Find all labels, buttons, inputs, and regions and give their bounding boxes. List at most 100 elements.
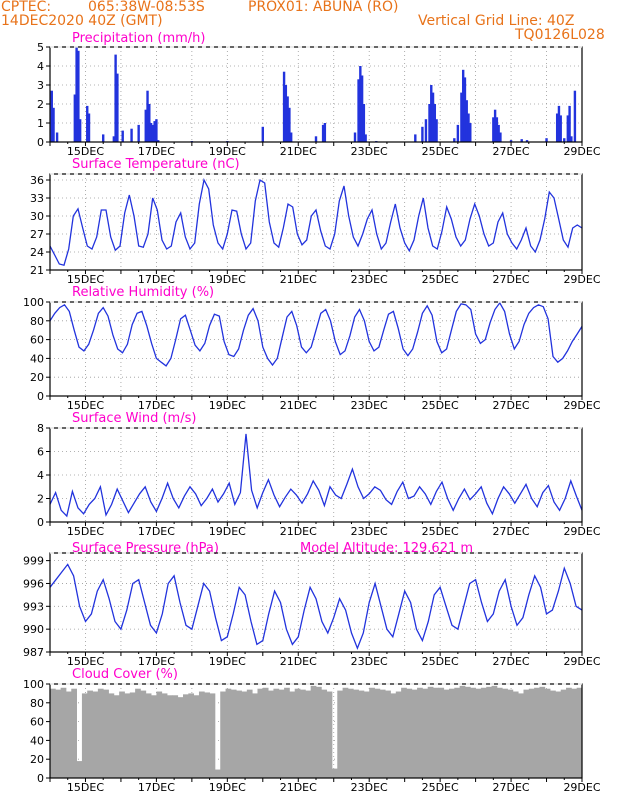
precip-bar [112, 136, 116, 142]
panel-frame [49, 46, 583, 143]
cloud-column [417, 687, 423, 778]
cloud-column [278, 689, 285, 778]
precip-bar [497, 124, 500, 142]
cloud-column [225, 688, 232, 778]
precip-bar [78, 119, 82, 142]
y-tick-label: 80 [30, 315, 44, 328]
x-tick-label: 27DEC [493, 273, 530, 286]
precip-bar [75, 47, 78, 142]
x-tick-label: 21DEC [280, 399, 317, 412]
cloud-column [566, 687, 572, 778]
cloud-column [268, 690, 274, 778]
cloud-column [172, 695, 179, 778]
cloud-column [177, 697, 184, 778]
y-tick-label: 100 [23, 296, 44, 309]
cloud-column [230, 689, 237, 778]
precip-bar [469, 123, 472, 142]
y-tick-label: 996 [23, 577, 44, 590]
cloud-column [342, 687, 349, 778]
precip-bar [282, 71, 286, 142]
panel-6: Cloud Cover (%) 0 20 40 60 80 100 15DEC 17DEC 19D… [23, 667, 601, 794]
cloud-column [214, 769, 221, 778]
y-tick-label: 24 [30, 246, 44, 259]
panel-2: Surface Temperature (nC) 21 24 27 30 33 36 15DE… [30, 157, 601, 286]
x-tick-label: 27DEC [493, 655, 530, 668]
panel-1: Precipitation (mm/h) 0 1 2 3 4 5 15DEC 17DEC 19DE… [37, 31, 601, 158]
precip-bar [55, 132, 59, 142]
precip-bar [288, 107, 291, 142]
x-tick-label: 21DEC [280, 781, 317, 794]
precip-bar [557, 105, 561, 142]
x-tick-label: 29DEC [563, 655, 600, 668]
cloud-column [353, 689, 359, 778]
panel-annotation: Model Altitude: 129.621 m [300, 541, 473, 556]
precip-bar [453, 138, 456, 142]
cloud-column [167, 695, 173, 778]
cloud-column [523, 689, 530, 778]
y-tick-label: 40 [30, 734, 44, 747]
x-tick-label: 23DEC [351, 399, 388, 412]
header-model-code: TQ0126L028 [515, 27, 605, 43]
cloud-column [65, 691, 72, 778]
x-tick-label: 21DEC [280, 145, 317, 158]
cloud-column [347, 688, 354, 778]
cloud-column [76, 761, 83, 778]
y-tick-label: 2 [37, 493, 44, 506]
x-tick-label: 17DEC [138, 145, 175, 158]
x-tick-label: 15DEC [67, 781, 104, 794]
y-tick-label: 4 [37, 469, 44, 482]
cloud-column [539, 686, 546, 778]
series-line [49, 301, 583, 367]
cloud-column [151, 695, 157, 778]
x-tick-label: 19DEC [209, 399, 246, 412]
precip-bar [155, 119, 158, 142]
precip-bar [360, 75, 364, 142]
precip-bar [545, 138, 548, 142]
cloud-column [87, 690, 93, 778]
precip-bar [50, 90, 53, 142]
cloud-column [316, 686, 322, 778]
x-tick-label: 15DEC [67, 145, 104, 158]
x-tick-label: 19DEC [209, 781, 246, 794]
y-tick-label: 40 [30, 352, 44, 365]
x-tick-label: 29DEC [563, 399, 600, 412]
x-tick-label: 19DEC [209, 273, 246, 286]
x-tick-label: 17DEC [138, 399, 175, 412]
precip-bar [573, 90, 577, 142]
precip-bar [428, 104, 431, 142]
precip-bar [102, 134, 105, 142]
precip-bar [153, 121, 156, 142]
cloud-column [220, 691, 226, 778]
precip-bar [116, 73, 119, 142]
precip-bar [289, 132, 293, 142]
precip-bar [284, 85, 288, 142]
precip-bar [414, 134, 417, 142]
y-tick-label: 987 [23, 646, 44, 659]
x-tick-label: 21DEC [280, 655, 317, 668]
panel-frame [49, 301, 583, 397]
precip-bar [467, 113, 470, 142]
precip-bar [568, 105, 571, 142]
panel-title: Surface Temperature (nC) [72, 157, 240, 172]
precip-bar [566, 115, 570, 142]
y-tick-label: 33 [30, 192, 44, 205]
cloud-column [507, 689, 514, 778]
cloud-column [560, 689, 567, 778]
precip-bar [364, 134, 367, 142]
cloud-column [60, 687, 67, 778]
header: CPTEC: 065:38W-08:53S PROX01: ABUNA (RO)… [0, 0, 618, 46]
x-tick-label: 21DEC [280, 273, 317, 286]
y-tick-label: 4 [37, 60, 44, 73]
y-tick-label: 0 [37, 772, 44, 785]
precip-bar [362, 104, 366, 142]
panel-title: Cloud Cover (%) [72, 667, 178, 682]
cloud-column [454, 687, 461, 778]
y-tick-label: 100 [23, 678, 44, 691]
precip-bar [435, 119, 438, 142]
precip-bar [563, 138, 566, 142]
x-tick-label: 29DEC [563, 781, 600, 794]
precip-bar [433, 104, 437, 142]
x-tick-label: 27DEC [493, 399, 530, 412]
cloud-column [443, 689, 450, 778]
